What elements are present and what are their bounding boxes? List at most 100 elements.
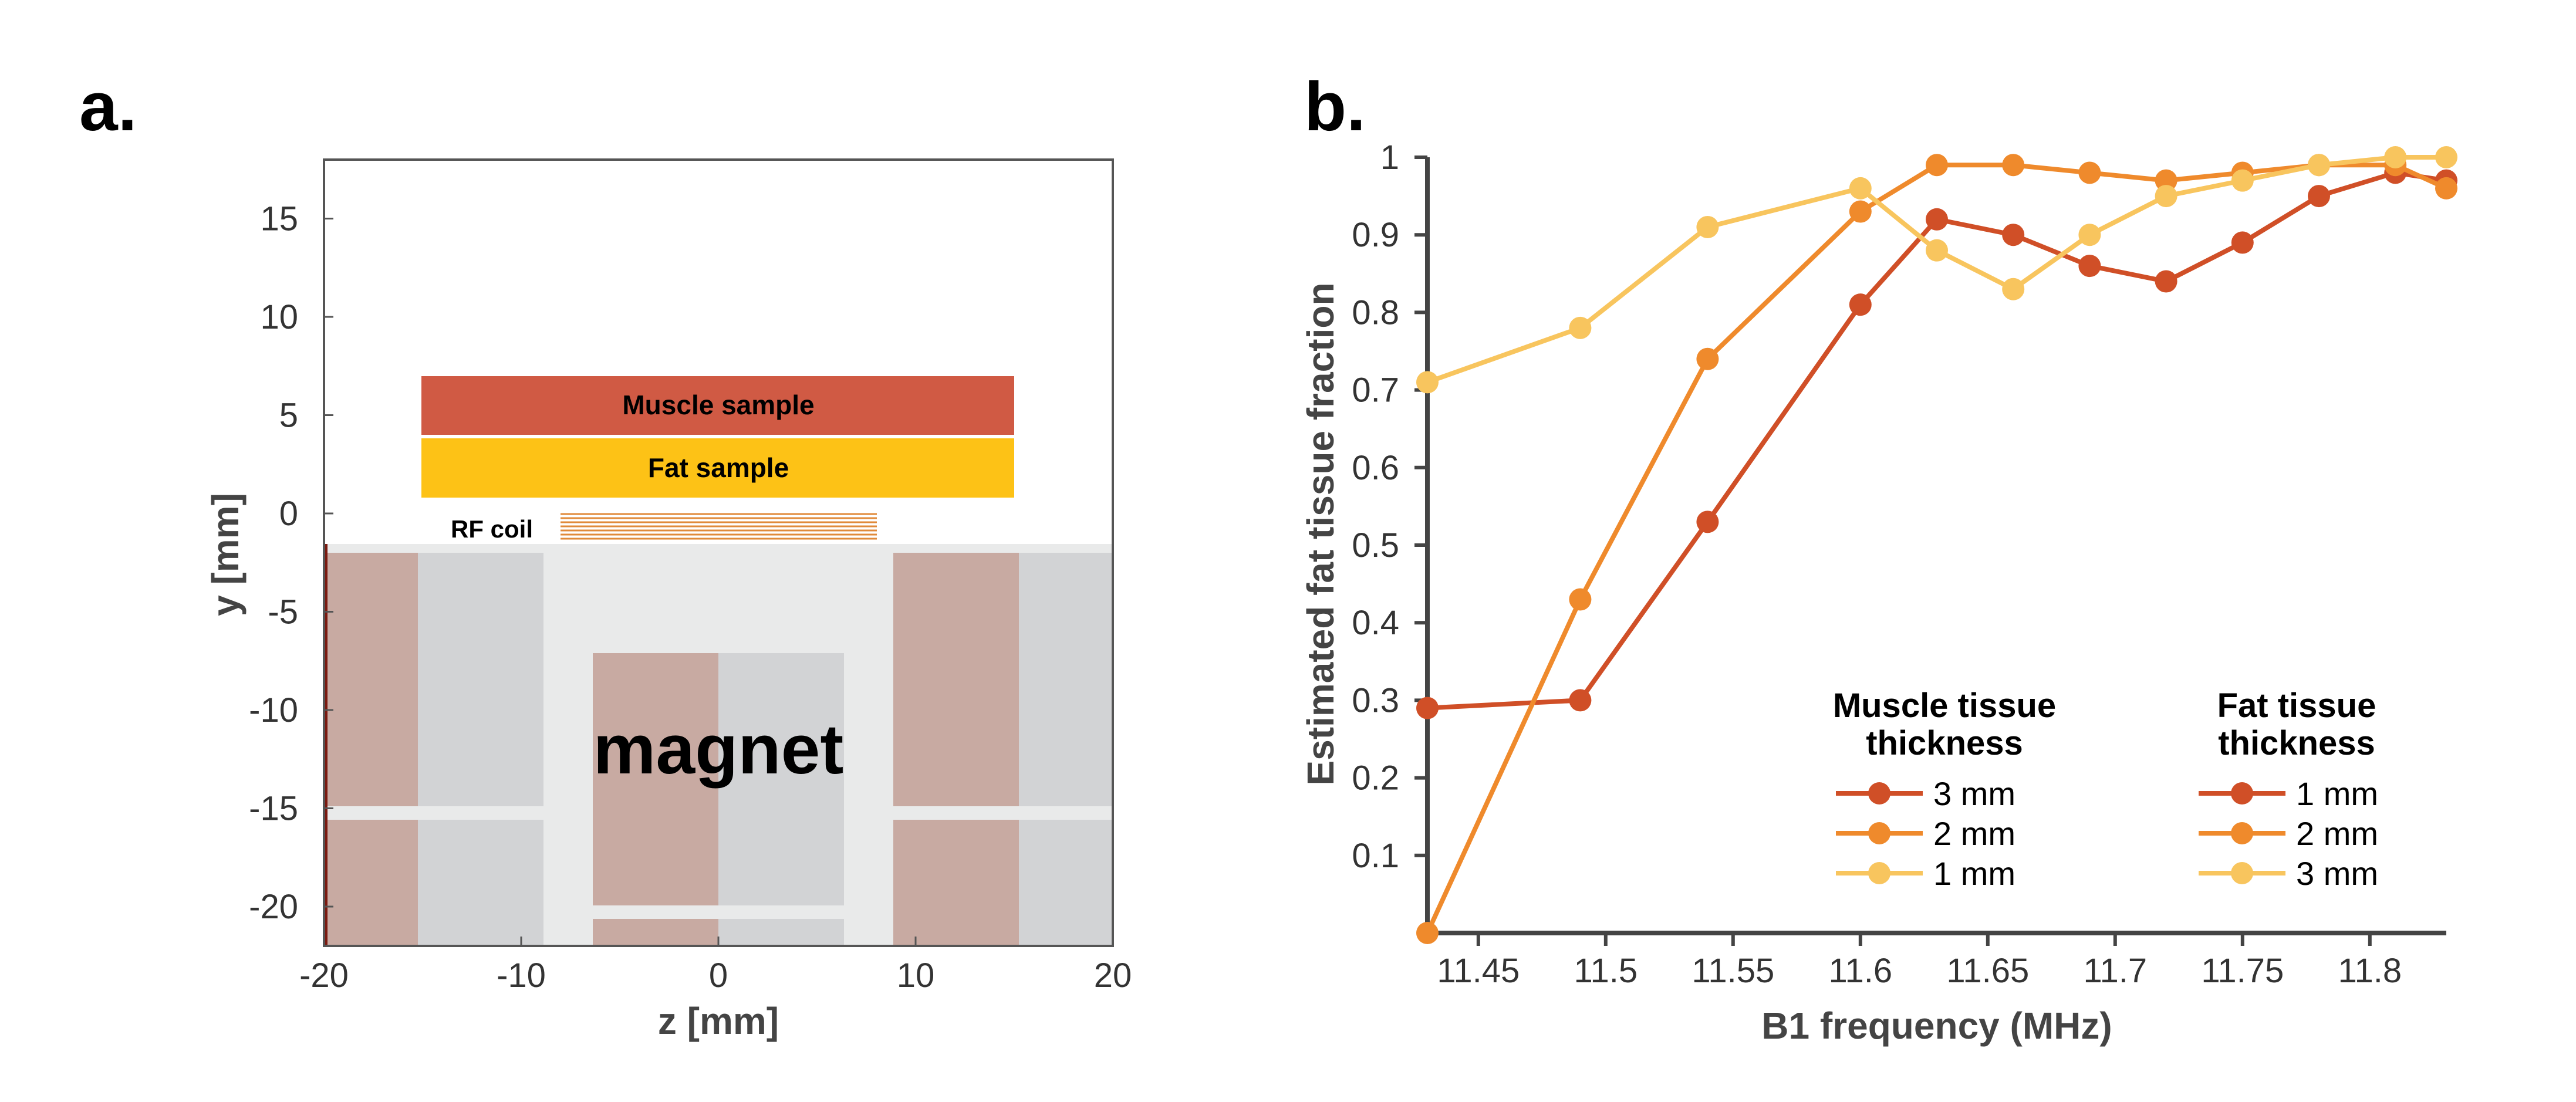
rf-coil-windings bbox=[561, 513, 877, 540]
series-2-point bbox=[2155, 169, 2177, 192]
series-1-point bbox=[2155, 270, 2177, 293]
panel-b-y-ticks: 0.1 0.2 0.3 0.4 0.5 0.6 0.7 0.8 0.9 1 bbox=[1352, 138, 1427, 875]
panel-b-x-tick-label: 11.6 bbox=[1829, 952, 1893, 990]
panel-b-series bbox=[1416, 146, 2457, 944]
panel-b-y-tick-label: 0.6 bbox=[1352, 449, 1399, 487]
muscle-sample-label: Muscle sample bbox=[622, 390, 814, 420]
legend-entry-label: 1 mm bbox=[1933, 855, 2015, 892]
series-2-point bbox=[2435, 177, 2457, 200]
magnet-label: magnet bbox=[593, 710, 844, 789]
legend-muscle-title-line2: thickness bbox=[1866, 724, 2023, 762]
fat-sample-label: Fat sample bbox=[648, 452, 789, 483]
panel-b-x-tick-label: 11.45 bbox=[1437, 952, 1520, 990]
series-3-line bbox=[1426, 155, 2446, 385]
series-1-point bbox=[2308, 185, 2330, 208]
legend-fat-title-line1: Fat tissue bbox=[2217, 687, 2376, 725]
legend-entry-label: 1 mm bbox=[2296, 775, 2378, 812]
series-1-point bbox=[1569, 689, 1592, 712]
fat-sample bbox=[421, 438, 1014, 498]
magnet-block-left-brown-top bbox=[324, 553, 418, 806]
legend-muscle-title-line1: Muscle tissue bbox=[1833, 687, 2056, 725]
panel-a-y-tick-label: 0 bbox=[279, 495, 298, 533]
magnet-block-left-brown-bottom bbox=[324, 820, 418, 946]
panel-a-y-tick-label: -20 bbox=[249, 888, 298, 926]
series-3-point bbox=[1416, 371, 1439, 394]
series-3-point bbox=[2002, 278, 2025, 300]
panel-a-y-tick-label: -10 bbox=[249, 691, 298, 729]
legend-swatch-marker bbox=[1868, 862, 1890, 884]
panel-b-x-ticks: 11.45 11.5 11.55 11.6 11.65 11.7 11.75 11.8 bbox=[1437, 933, 2402, 990]
legend-swatch-marker bbox=[1868, 782, 1890, 804]
panel-b-y-tick-label: 0.2 bbox=[1352, 759, 1399, 797]
magnet-block-right-gray-bottom bbox=[1019, 820, 1113, 946]
series-3-point bbox=[2078, 224, 2101, 246]
series-3-point bbox=[1926, 239, 1948, 262]
series-2-point bbox=[1569, 588, 1592, 611]
series-3-point bbox=[2231, 169, 2254, 192]
panel-b-x-axis-title: B1 frequency (MHz) bbox=[1761, 1005, 2112, 1047]
panel-a-x-tick-label: 10 bbox=[897, 956, 935, 995]
series-3-point bbox=[1849, 177, 1872, 200]
series-3-point bbox=[2308, 154, 2330, 177]
panel-b-label: b. bbox=[1304, 68, 1366, 146]
legend-swatch-marker bbox=[2231, 782, 2253, 804]
panel-a-x-tick-label: 0 bbox=[709, 956, 728, 995]
panel-b-y-tick-label: 0.4 bbox=[1352, 604, 1399, 642]
panel-b-x-tick-label: 11.5 bbox=[1574, 952, 1638, 990]
panel-b: b. 11.45 11.5 11.55 11.6 11.65 11.7 11.75 11.8 … bbox=[1299, 68, 2457, 1047]
series-3-point bbox=[1696, 215, 1719, 238]
legend-entry-label: 2 mm bbox=[2296, 815, 2378, 852]
muscle-sample bbox=[421, 376, 1014, 435]
panel-b-y-tick-label: 0.5 bbox=[1352, 526, 1399, 564]
panel-a-y-ticks: 15 10 5 0 -5 -10 -15 -20 bbox=[249, 200, 333, 926]
series-3 bbox=[1416, 146, 2457, 394]
series-1-point bbox=[1696, 511, 1719, 533]
panel-a-x-tick-label: -20 bbox=[299, 956, 349, 995]
legend-fat-entries: 1 mm2 mm3 mm bbox=[2199, 775, 2378, 892]
series-1-point bbox=[1926, 208, 1948, 231]
panel-a-x-ticks: -20 -10 0 10 20 bbox=[299, 937, 1132, 995]
series-3-point bbox=[2435, 146, 2457, 168]
panel-b-x-tick-label: 11.55 bbox=[1692, 952, 1774, 990]
panel-a-label: a. bbox=[79, 68, 137, 146]
series-1-point bbox=[2078, 255, 2101, 278]
legend-swatch-marker bbox=[2231, 862, 2253, 884]
panel-a-x-axis-title: z [mm] bbox=[658, 1000, 779, 1042]
panel-b-y-tick-label: 0.3 bbox=[1352, 681, 1399, 719]
magnet-block-left-gray-bottom bbox=[418, 820, 543, 946]
legend-entry-label: 2 mm bbox=[1933, 815, 2015, 852]
series-1-point bbox=[1849, 293, 1872, 316]
magnet-left-edge bbox=[324, 544, 328, 946]
legend-fat-title-line2: thickness bbox=[2218, 724, 2375, 762]
panel-b-y-axis-title: Estimated fat tissue fraction bbox=[1299, 282, 1342, 785]
rf-coil: RF coil bbox=[451, 513, 877, 543]
series-2-point bbox=[2002, 154, 2025, 177]
panel-b-x-tick-label: 11.75 bbox=[2201, 952, 2284, 990]
series-1-point bbox=[2231, 231, 2254, 254]
legend-entry-label: 3 mm bbox=[1933, 775, 2015, 812]
series-1-point bbox=[2002, 224, 2025, 246]
panel-b-y-tick-label: 0.1 bbox=[1352, 837, 1399, 875]
legend-swatch-marker bbox=[2231, 822, 2253, 844]
series-1-line bbox=[1427, 170, 2447, 711]
rf-coil-label: RF coil bbox=[451, 515, 533, 543]
magnet-block-left-gray-top bbox=[418, 553, 543, 806]
series-2-point bbox=[1416, 922, 1439, 944]
series-2-point bbox=[2078, 161, 2101, 184]
panel-a-y-tick-label: -15 bbox=[249, 790, 298, 828]
panel-b-y-tick-label: 0.8 bbox=[1352, 293, 1399, 332]
magnet-block-right-brown-bottom bbox=[893, 820, 1019, 946]
series-2-point bbox=[1849, 200, 1872, 223]
series-3-point bbox=[1569, 316, 1592, 339]
panel-a: a. magnet RF coil bbox=[79, 68, 1132, 1042]
legend-muscle-entries: 3 mm2 mm1 mm bbox=[1836, 775, 2015, 892]
panel-a-y-tick-label: -5 bbox=[268, 593, 298, 631]
panel-a-y-tick-label: 15 bbox=[260, 200, 298, 238]
panel-b-x-tick-label: 11.7 bbox=[2084, 952, 2148, 990]
panel-b-y-tick-label: 0.9 bbox=[1352, 216, 1399, 254]
series-1-point bbox=[1416, 697, 1439, 719]
legend: Muscle tissue thickness Fat tissue thick… bbox=[1833, 687, 2378, 892]
series-2-point bbox=[1696, 347, 1719, 370]
magnet-block-right-brown-top bbox=[893, 553, 1019, 806]
